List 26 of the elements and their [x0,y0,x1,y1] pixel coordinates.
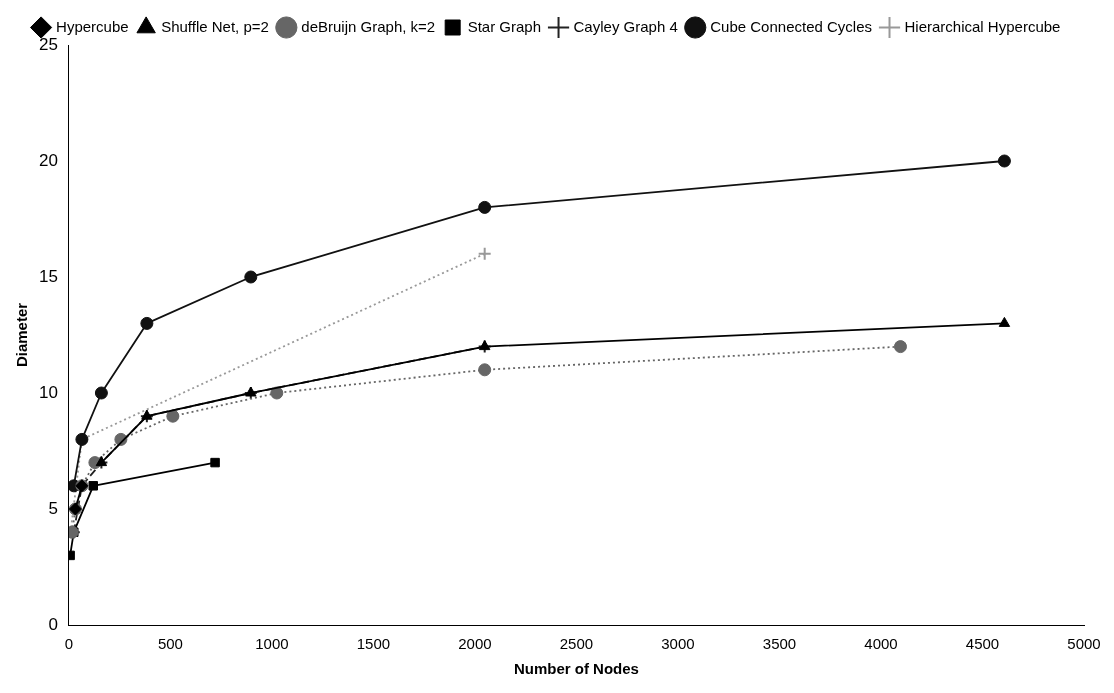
x-tick-label: 500 [157,635,183,653]
legend-label: Cayley Graph 4 [573,17,678,35]
y-tick-label: 5 [48,498,58,518]
x-tick-label: 3500 [762,635,797,653]
x-tick-label: 0 [64,635,74,653]
y-tick-label: 10 [38,382,58,402]
x-tick-label: 1000 [255,635,289,653]
y-tick-label: 15 [38,266,58,286]
legend-label: Shuffle Net, p=2 [161,17,269,35]
x-tick-label: 4500 [965,635,1000,653]
y-tick-label: 25 [38,34,58,54]
x-tick-label: 3000 [661,635,695,653]
x-tick-label: 5000 [1067,635,1101,653]
legend-label: Hierarchical Hypercube [904,17,1061,35]
legend-label: Star Graph [467,17,542,35]
y-tick-label: 20 [38,150,58,170]
x-axis-title: Number of Nodes [513,660,639,678]
legend-label: Cube Connected Cycles [710,17,873,35]
y-tick-label: 0 [48,614,58,634]
y-axis-title: Diameter [13,302,31,368]
legend-label: deBruijn Graph, k=2 [301,17,436,35]
legend-label: Hypercube [56,17,129,35]
x-tick-label: 2500 [559,635,594,653]
x-tick-label: 1500 [356,635,391,653]
x-tick-label: 4000 [864,635,898,653]
x-tick-label: 2000 [458,635,492,653]
